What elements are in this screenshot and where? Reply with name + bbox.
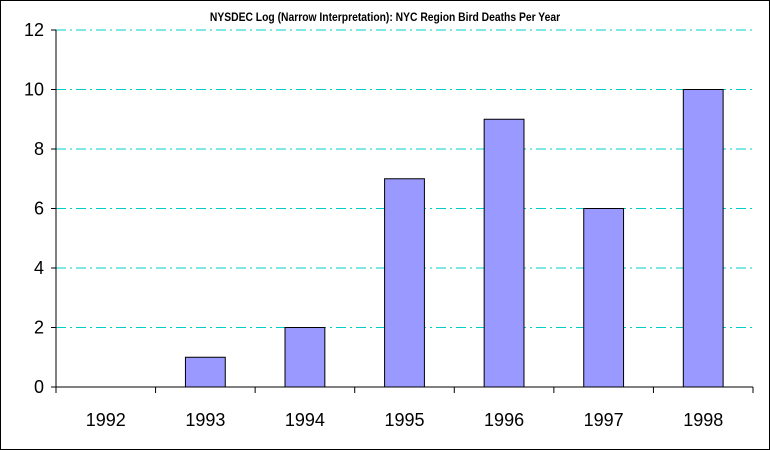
x-tick-label: 1995 <box>384 410 424 430</box>
bar-1994 <box>284 327 326 388</box>
bars <box>184 89 724 388</box>
bar-1998 <box>682 89 724 388</box>
x-tick-label: 1993 <box>185 410 225 430</box>
x-tick-label: 1997 <box>584 410 624 430</box>
x-tick-label: 1998 <box>683 410 723 430</box>
y-tick-label: 8 <box>34 139 44 159</box>
y-tick-label: 12 <box>24 20 44 40</box>
tick-labels: 0 2 4 6 8 10 12 1992 1993 1994 1995 1996 1997 1998 <box>24 20 723 430</box>
x-tick-label: 1994 <box>285 410 325 430</box>
bar-1997 <box>583 208 625 388</box>
y-tick-label: 2 <box>34 318 44 338</box>
bar-1996 <box>483 118 525 388</box>
bar-1993 <box>184 356 226 388</box>
y-tick-label: 6 <box>34 199 44 219</box>
bar-1995 <box>384 178 425 388</box>
y-tick-label: 10 <box>24 80 44 100</box>
chart-title: NYSDEC Log (Narrow Interpretation): NYC … <box>209 10 561 24</box>
y-tick-label: 4 <box>34 258 44 278</box>
axes <box>51 29 754 393</box>
x-tick-label: 1992 <box>86 410 126 430</box>
y-tick-label: 0 <box>34 377 44 397</box>
x-tick-label: 1996 <box>484 410 524 430</box>
